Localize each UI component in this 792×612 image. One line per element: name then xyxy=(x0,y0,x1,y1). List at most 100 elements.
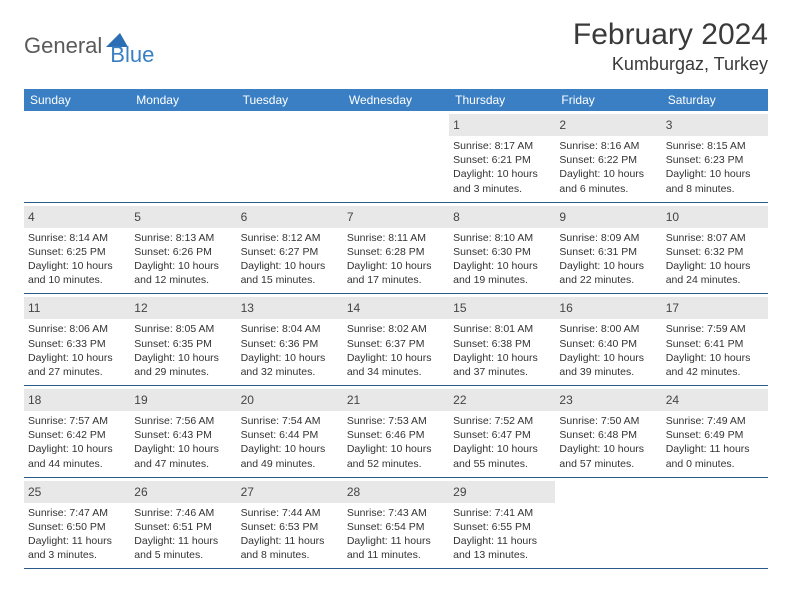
daylight-line-2: and 8 minutes. xyxy=(241,548,339,562)
calendar-cell: 21Sunrise: 7:53 AMSunset: 6:46 PMDayligh… xyxy=(343,386,449,477)
day-number xyxy=(28,118,31,132)
day-number-bar: 12 xyxy=(130,297,236,319)
daylight-line-1: Daylight: 10 hours xyxy=(134,259,232,273)
daylight-line-2: and 12 minutes. xyxy=(134,273,232,287)
daylight-line-2: and 11 minutes. xyxy=(347,548,445,562)
day-number-bar: 22 xyxy=(449,389,555,411)
day-number-bar: 7 xyxy=(343,206,449,228)
calendar: SundayMondayTuesdayWednesdayThursdayFrid… xyxy=(24,89,768,569)
weekday-header: Tuesday xyxy=(237,89,343,111)
sunrise-line: Sunrise: 7:47 AM xyxy=(28,506,126,520)
day-number-bar: 5 xyxy=(130,206,236,228)
sunset-line: Sunset: 6:35 PM xyxy=(134,337,232,351)
sunrise-line: Sunrise: 8:07 AM xyxy=(666,231,764,245)
day-number: 28 xyxy=(347,485,360,499)
sunset-line: Sunset: 6:46 PM xyxy=(347,428,445,442)
sunrise-line: Sunrise: 7:52 AM xyxy=(453,414,551,428)
sunset-line: Sunset: 6:40 PM xyxy=(559,337,657,351)
calendar-cell: 23Sunrise: 7:50 AMSunset: 6:48 PMDayligh… xyxy=(555,386,661,477)
sunrise-line: Sunrise: 7:44 AM xyxy=(241,506,339,520)
day-number-bar: 15 xyxy=(449,297,555,319)
sunset-line: Sunset: 6:25 PM xyxy=(28,245,126,259)
calendar-cell: 19Sunrise: 7:56 AMSunset: 6:43 PMDayligh… xyxy=(130,386,236,477)
calendar-cell: 25Sunrise: 7:47 AMSunset: 6:50 PMDayligh… xyxy=(24,478,130,569)
calendar-cell-empty xyxy=(555,478,661,569)
day-number xyxy=(134,118,137,132)
daylight-line-2: and 37 minutes. xyxy=(453,365,551,379)
sunset-line: Sunset: 6:49 PM xyxy=(666,428,764,442)
day-number xyxy=(241,118,244,132)
daylight-line-1: Daylight: 10 hours xyxy=(666,351,764,365)
weekday-header: Saturday xyxy=(662,89,768,111)
calendar-cell: 27 Sunrise: 7:44 AMSunset: 6:53 PMDayligh… xyxy=(237,478,343,569)
daylight-line-1: Daylight: 10 hours xyxy=(134,442,232,456)
calendar-cell-empty xyxy=(130,111,236,202)
logo-text-general: General xyxy=(24,33,102,59)
daylight-line-2: and 32 minutes. xyxy=(241,365,339,379)
calendar-cell: 12Sunrise: 8:05 AMSunset: 6:35 PMDayligh… xyxy=(130,294,236,385)
sunset-line: Sunset: 6:43 PM xyxy=(134,428,232,442)
day-number: 10 xyxy=(666,210,679,224)
calendar-cell: 13Sunrise: 8:04 AMSunset: 6:36 PMDayligh… xyxy=(237,294,343,385)
sunrise-line: Sunrise: 7:41 AM xyxy=(453,506,551,520)
calendar-cell: 17Sunrise: 7:59 AMSunset: 6:41 PMDayligh… xyxy=(662,294,768,385)
sunrise-line: Sunrise: 8:13 AM xyxy=(134,231,232,245)
day-number-bar: 29 xyxy=(449,481,555,503)
daylight-line-1: Daylight: 10 hours xyxy=(453,167,551,181)
daylight-line-2: and 0 minutes. xyxy=(666,457,764,471)
location-label: Kumburgaz, Turkey xyxy=(573,54,768,75)
day-number: 23 xyxy=(559,393,572,407)
day-number-bar: 18 xyxy=(24,389,130,411)
day-number: 27 xyxy=(241,485,254,499)
sunset-line: Sunset: 6:30 PM xyxy=(453,245,551,259)
calendar-cell: 28 Sunrise: 7:43 AMSunset: 6:54 PMDayligh… xyxy=(343,478,449,569)
calendar-cell: 6Sunrise: 8:12 AMSunset: 6:27 PMDaylight… xyxy=(237,203,343,294)
daylight-line-1: Daylight: 10 hours xyxy=(347,442,445,456)
day-number-bar: 11 xyxy=(24,297,130,319)
daylight-line-1: Daylight: 10 hours xyxy=(241,351,339,365)
daylight-line-1: Daylight: 10 hours xyxy=(28,442,126,456)
day-number-bar: 20 xyxy=(237,389,343,411)
calendar-cell: 4Sunrise: 8:14 AMSunset: 6:25 PMDaylight… xyxy=(24,203,130,294)
sunset-line: Sunset: 6:54 PM xyxy=(347,520,445,534)
weekday-header: Sunday xyxy=(24,89,130,111)
week-row: 4 Sunrise: 8:14 AMSunset: 6:25 PM Daylight… xyxy=(24,203,768,295)
daylight-line-1: Daylight: 11 hours xyxy=(241,534,339,548)
sunrise-line: Sunrise: 7:43 AM xyxy=(347,506,445,520)
day-number: 4 xyxy=(28,210,35,224)
weekday-header: Monday xyxy=(130,89,236,111)
day-number: 8 xyxy=(453,210,460,224)
header: General Blue February 2024 Kumburgaz, Tu… xyxy=(24,18,768,75)
sunrise-line: Sunrise: 8:04 AM xyxy=(241,322,339,336)
sunrise-line: Sunrise: 8:14 AM xyxy=(28,231,126,245)
day-number: 26 xyxy=(134,485,147,499)
calendar-cell-empty xyxy=(662,478,768,569)
sunset-line: Sunset: 6:28 PM xyxy=(347,245,445,259)
daylight-line-1: Daylight: 11 hours xyxy=(134,534,232,548)
day-number-bar xyxy=(343,114,449,136)
day-number-bar: 27 xyxy=(237,481,343,503)
sunrise-line: Sunrise: 8:15 AM xyxy=(666,139,764,153)
sunrise-line: Sunrise: 8:16 AM xyxy=(559,139,657,153)
weekday-header: Thursday xyxy=(449,89,555,111)
day-number-bar xyxy=(237,114,343,136)
daylight-line-2: and 52 minutes. xyxy=(347,457,445,471)
daylight-line-2: and 3 minutes. xyxy=(28,548,126,562)
sunrise-line: Sunrise: 7:56 AM xyxy=(134,414,232,428)
weeks-container: 1Sunrise: 8:17 AMSunset: 6:21 PMDaylight… xyxy=(24,111,768,569)
daylight-line-2: and 29 minutes. xyxy=(134,365,232,379)
day-number: 11 xyxy=(28,301,40,315)
sunset-line: Sunset: 6:47 PM xyxy=(453,428,551,442)
sunrise-line: Sunrise: 7:50 AM xyxy=(559,414,657,428)
day-number-bar xyxy=(662,481,768,503)
sunset-line: Sunset: 6:53 PM xyxy=(241,520,339,534)
sunset-line: Sunset: 6:26 PM xyxy=(134,245,232,259)
calendar-cell: 7Sunrise: 8:11 AMSunset: 6:28 PMDaylight… xyxy=(343,203,449,294)
daylight-line-1: Daylight: 11 hours xyxy=(347,534,445,548)
daylight-line-1: Daylight: 11 hours xyxy=(28,534,126,548)
sunset-line: Sunset: 6:22 PM xyxy=(559,153,657,167)
week-row: 18Sunrise: 7:57 AMSunset: 6:42 PMDayligh… xyxy=(24,386,768,478)
daylight-line-2: and 24 minutes. xyxy=(666,273,764,287)
sunrise-line: Sunrise: 8:01 AM xyxy=(453,322,551,336)
day-number: 12 xyxy=(134,301,147,315)
